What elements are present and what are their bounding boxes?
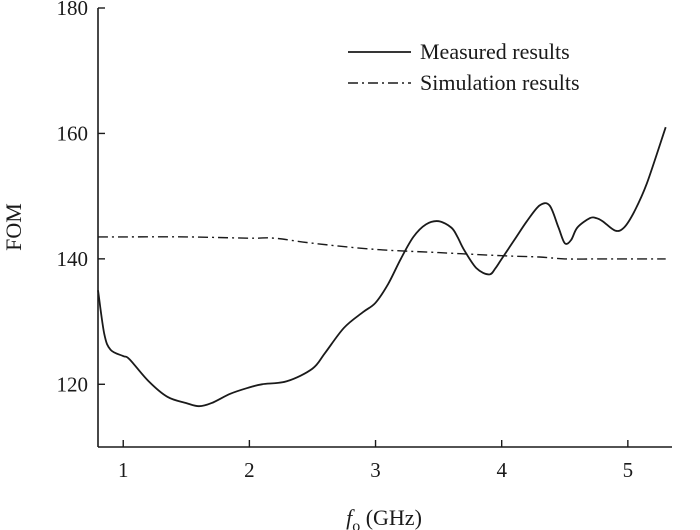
x-axis-label: fo (GHz)	[346, 505, 422, 530]
y-axis-label: FOM	[1, 203, 26, 251]
y-tick-label: 140	[57, 247, 89, 271]
x-axis-label-unit: (GHz)	[366, 505, 422, 530]
legend: Measured results Simulation results	[348, 39, 580, 95]
legend-label-measured: Measured results	[420, 39, 570, 64]
y-tick-label: 180	[57, 0, 89, 20]
x-tick-label: 2	[244, 458, 255, 482]
x-tick-label: 3	[370, 458, 381, 482]
y-tick-label: 160	[57, 121, 89, 145]
y-ticks: 120 140 160 180	[57, 0, 105, 396]
x-tick-label: 4	[496, 458, 507, 482]
legend-label-simulation: Simulation results	[420, 70, 580, 95]
series-line-measured	[97, 126, 667, 408]
x-tick-label: 1	[118, 458, 129, 482]
x-axis-label-variable: f	[346, 505, 355, 530]
plot-area: 120 140 160 180 1 2 3 4 5	[57, 0, 672, 482]
series-line-simulation	[98, 236, 666, 260]
svg-text:fo (GHz): fo (GHz)	[346, 505, 422, 530]
y-tick-label: 120	[57, 372, 89, 396]
x-ticks: 1 2 3 4 5	[118, 440, 633, 482]
x-axis-label-subscript: o	[352, 518, 360, 530]
series-layer	[97, 126, 667, 408]
x-tick-label: 5	[623, 458, 634, 482]
